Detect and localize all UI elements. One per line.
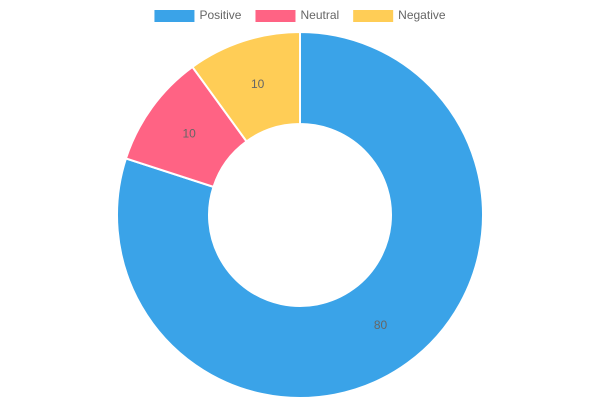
legend-swatch xyxy=(353,10,394,22)
legend-label: Positive xyxy=(199,8,241,22)
legend: Positive Neutral Negative xyxy=(154,8,446,22)
data-label: 10 xyxy=(251,77,265,91)
data-label: 10 xyxy=(182,127,196,141)
legend-swatch xyxy=(255,10,296,22)
data-label: 80 xyxy=(374,318,388,332)
legend-label: Negative xyxy=(398,8,446,22)
legend-swatch xyxy=(154,10,195,22)
legend-label: Neutral xyxy=(300,8,339,22)
slice xyxy=(191,30,301,143)
slice xyxy=(116,30,484,399)
plot: 80 10 10 xyxy=(116,30,484,399)
